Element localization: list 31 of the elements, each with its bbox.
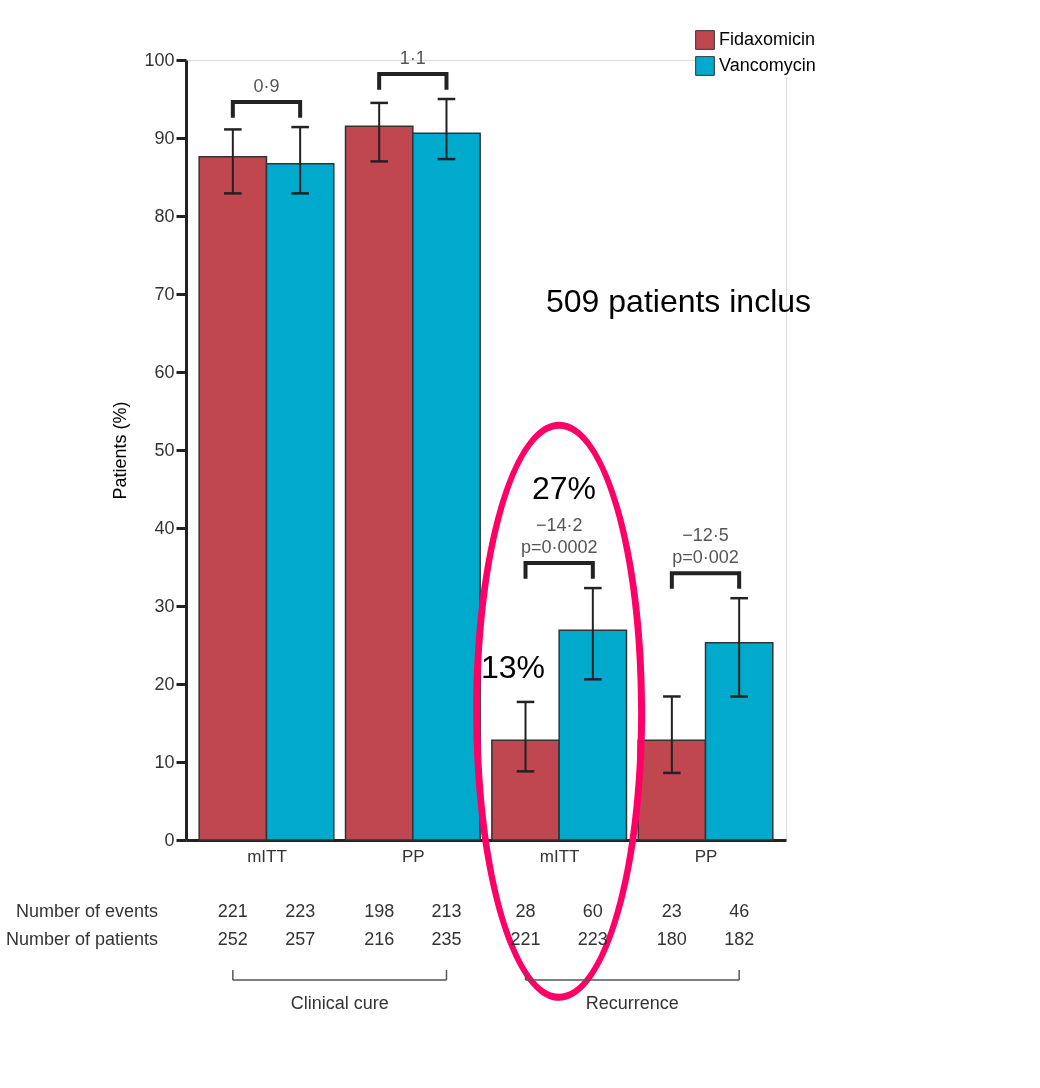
x-tick-label: mITT — [247, 846, 287, 866]
annotation: −12·5 p=0·002 — [672, 525, 739, 568]
x-tick-label: PP — [694, 846, 718, 866]
text: Recurrence — [585, 993, 679, 1013]
legend-label: Vancomycin — [719, 55, 816, 75]
y-tick-label: 100 — [144, 49, 175, 70]
x-tick-label: mITT — [539, 846, 580, 866]
annotation: −14·2 p=0·0002 — [520, 515, 598, 558]
annotation: 1·1 — [399, 48, 426, 69]
y-tick-label: 50 — [154, 439, 175, 460]
text: Number of patients — [5, 929, 158, 949]
text: 252 257 216 235 221 223 180 182 — [217, 929, 755, 949]
y-tick-label: 10 — [154, 751, 175, 772]
y-tick-label: 0 — [164, 829, 175, 850]
y-tick-label: 80 — [154, 205, 175, 226]
text: Clinical cure — [290, 993, 389, 1013]
text: 221 223 198 213 28 60 23 46 — [217, 901, 750, 921]
legend-label: Fidaxomicin — [719, 29, 816, 49]
x-tick-label: PP — [401, 846, 425, 866]
annotation: 13% — [480, 649, 546, 686]
y-tick-label: 70 — [154, 283, 175, 304]
annotation: 0·9 — [253, 76, 280, 97]
y-tick-label: 20 — [154, 673, 175, 694]
y-tick-label: 90 — [154, 127, 175, 148]
annotation: 509 patients inclus — [546, 282, 812, 319]
text: Number of events — [15, 901, 158, 921]
y-tick-label: 40 — [154, 517, 175, 538]
y-tick-label: 60 — [154, 361, 175, 382]
y-tick-label: 30 — [154, 595, 175, 616]
annotation: 27% — [531, 470, 597, 506]
y-axis-title: Patients (%) — [110, 401, 131, 500]
